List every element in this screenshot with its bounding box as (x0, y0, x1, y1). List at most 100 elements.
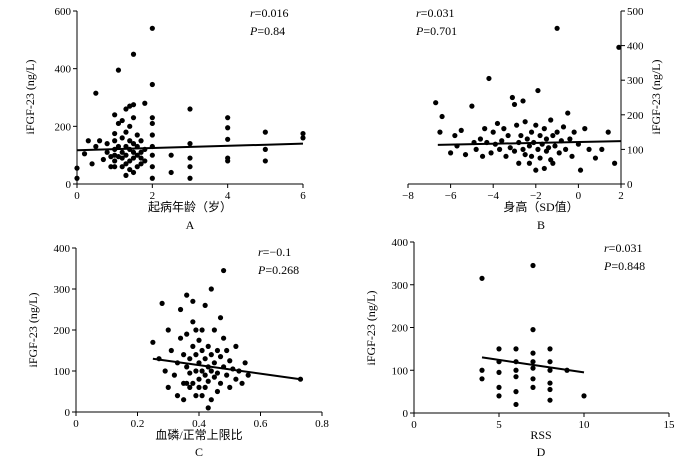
data-point (530, 327, 536, 333)
data-point (205, 378, 211, 384)
data-point (528, 129, 535, 135)
data-point (452, 132, 458, 139)
data-point (168, 152, 174, 158)
x-axis-title: 身高（SD值） (503, 199, 578, 214)
data-point (149, 175, 155, 181)
data-point (513, 401, 519, 408)
data-point (112, 138, 118, 144)
data-point (233, 343, 239, 349)
data-point (112, 130, 118, 137)
data-point (547, 380, 553, 386)
data-point (74, 165, 80, 171)
data-point (556, 150, 562, 156)
chart-panel-c: 0 0.2 0.4 0.6 0.8 0 100 200 300 400 iFGF-23 (ng/L)… (26, 243, 329, 457)
data-point (224, 372, 230, 378)
data-point (530, 262, 536, 269)
data-point (119, 117, 125, 124)
data-point (550, 132, 556, 139)
data-point (479, 367, 485, 373)
data-point (227, 358, 233, 364)
regression-line (481, 356, 585, 374)
data-point (130, 115, 137, 121)
data-point (130, 169, 137, 176)
r-value-label: r=−0.1 (258, 245, 291, 259)
data-point (433, 100, 439, 106)
data-point (547, 367, 553, 373)
data-point (547, 397, 553, 403)
data-point (511, 101, 518, 108)
data-point (571, 129, 577, 135)
data-point (149, 25, 155, 31)
data-point (547, 386, 553, 393)
data-point (119, 155, 125, 161)
data-point (127, 138, 133, 144)
data-point (119, 164, 125, 170)
y-tick-label: 400 (54, 243, 71, 255)
data-point (193, 368, 199, 374)
data-point (221, 267, 227, 274)
data-point (142, 158, 148, 164)
x-tick-label: 2 (618, 190, 624, 202)
data-point (208, 286, 214, 292)
y-tick-label: 400 (55, 64, 72, 76)
data-point (104, 149, 110, 155)
data-point (130, 102, 137, 108)
data-point (202, 372, 208, 378)
data-point (93, 90, 99, 96)
data-point (199, 347, 205, 354)
data-point (262, 146, 268, 152)
data-point (214, 388, 221, 395)
data-point (127, 158, 133, 164)
regression-line (76, 142, 304, 152)
x-tick-label: 0.6 (254, 418, 268, 430)
data-point (516, 160, 522, 166)
data-point (490, 129, 496, 135)
data-point (477, 136, 484, 142)
data-point (537, 132, 543, 139)
data-point (214, 347, 221, 354)
data-point (150, 339, 156, 345)
data-point (187, 141, 193, 147)
data-point (123, 161, 129, 167)
data-point (550, 160, 556, 166)
data-point (217, 354, 224, 360)
data-point (225, 115, 231, 121)
y-tick-label: 500 (627, 6, 644, 18)
data-point (211, 360, 217, 366)
y-axis-title: iFGF-23 (ng/L) (364, 290, 378, 365)
data-point (112, 164, 118, 170)
data-point (127, 166, 133, 173)
data-point (190, 343, 196, 349)
data-point (242, 360, 248, 366)
data-point (514, 122, 520, 128)
data-point (469, 103, 475, 109)
regression-line (437, 140, 622, 146)
data-point (115, 120, 122, 127)
data-point (130, 141, 137, 147)
data-point (486, 75, 492, 82)
data-point (479, 153, 486, 159)
data-point (545, 145, 552, 151)
data-point (134, 152, 140, 158)
data-point (225, 125, 231, 131)
data-point (245, 372, 251, 378)
data-point (479, 376, 485, 382)
panel-letter: B (537, 218, 545, 232)
data-point (616, 44, 622, 50)
data-point (187, 155, 193, 161)
data-point (592, 155, 599, 161)
y-tick-label: 400 (627, 41, 644, 53)
data-point (184, 331, 190, 337)
data-point (196, 337, 202, 343)
data-point (134, 132, 140, 138)
p-value-label: P=0.84 (249, 24, 285, 38)
data-point (193, 352, 199, 358)
y-tick-label: 400 (392, 237, 409, 249)
x-tick-label: 2 (150, 190, 156, 202)
x-tick-label: −2 (530, 190, 542, 202)
data-point (149, 81, 155, 88)
r-value-label: r=0.031 (604, 241, 642, 255)
data-point (300, 130, 306, 137)
data-point (202, 356, 208, 362)
